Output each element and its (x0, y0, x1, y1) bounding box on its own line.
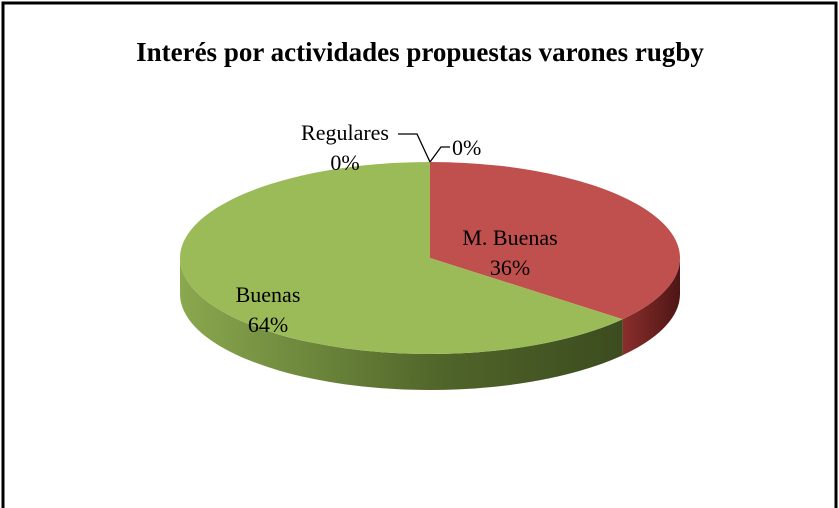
pie-side (622, 258, 680, 356)
slice-label: Regulares (301, 120, 389, 145)
chart-title: Interés por actividades propuestas varon… (136, 37, 704, 67)
slice-label: M. Buenas (462, 225, 557, 250)
slice-value-label: 0% (452, 135, 481, 160)
pie-side (180, 258, 623, 390)
leader-line (398, 133, 431, 163)
slice-value-label: 36% (490, 255, 530, 280)
slice-value-label: 0% (330, 150, 359, 175)
pie-slice (179, 162, 623, 355)
slice-label: Buenas (236, 282, 301, 307)
leader-line (429, 146, 450, 163)
slice-value-label: 64% (248, 312, 288, 337)
pie-slice (430, 162, 680, 320)
